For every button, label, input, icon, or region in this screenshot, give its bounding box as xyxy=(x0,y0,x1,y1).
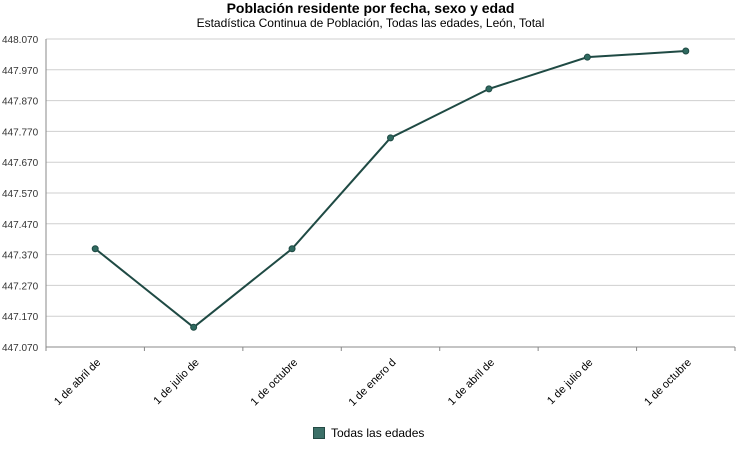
y-tick-label: 447.770 xyxy=(2,127,39,138)
chart-title: Población residente por fecha, sexo y ed… xyxy=(226,0,515,16)
data-point xyxy=(485,85,493,93)
x-tick-label: 1 de abril de xyxy=(446,357,497,408)
x-tick-label: 1 de octubre xyxy=(248,357,300,409)
data-point xyxy=(682,47,690,55)
chart-subtitle: Estadística Continua de Población, Todas… xyxy=(196,16,545,30)
y-tick-label: 448.070 xyxy=(2,35,39,46)
x-tick-label: 1 de julio de xyxy=(151,357,201,407)
y-tick-label: 447.270 xyxy=(2,281,39,292)
y-tick-label: 447.070 xyxy=(2,343,39,354)
y-tick-label: 447.670 xyxy=(2,158,39,169)
x-tick-label: 1 de enero d xyxy=(346,357,398,409)
data-point xyxy=(91,245,99,253)
y-tick-label: 447.170 xyxy=(2,312,39,323)
data-point xyxy=(387,134,394,142)
x-tick-label: 1 de julio de xyxy=(545,357,595,407)
legend-swatch xyxy=(313,427,325,439)
data-point xyxy=(583,53,591,61)
y-tick-label: 447.570 xyxy=(2,189,39,200)
x-tick-label: 1 de abril de xyxy=(52,357,103,408)
y-tick-label: 447.470 xyxy=(2,220,39,231)
legend[interactable]: Todas las edades xyxy=(313,426,424,440)
x-tick-label: 1 de octubre xyxy=(642,357,694,409)
y-tick-label: 447.970 xyxy=(2,66,39,77)
y-tick-label: 447.370 xyxy=(2,251,39,262)
data-point xyxy=(190,323,198,331)
y-tick-label: 447.870 xyxy=(2,97,39,108)
data-point xyxy=(288,245,296,253)
legend-label: Todas las edades xyxy=(331,426,425,440)
